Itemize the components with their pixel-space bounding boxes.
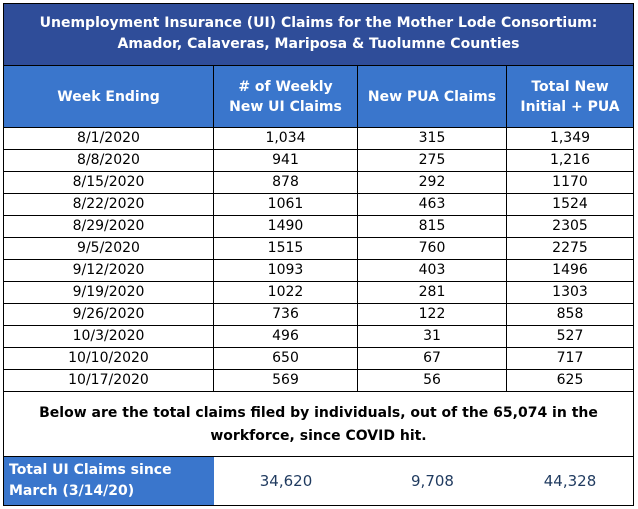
total-new-initial-pua-cell: 2305 (552, 218, 588, 234)
table-row: 9/19/2020 1022 281 1303 (4, 282, 633, 304)
weekly-new-ui-claims-cell: 496 (214, 326, 358, 347)
weekly-new-ui-claims-cell: 878 (214, 172, 358, 193)
new-pua-claims-cell: 67 (358, 348, 507, 369)
weekly-new-ui-claims-cell: 650 (214, 348, 358, 369)
new-pua-claims-cell: 815 (358, 216, 507, 237)
new-pua-claims-cell: 315 (358, 128, 507, 149)
header-total-new-initial-pua: Total New Initial + PUA (507, 66, 633, 127)
week-ending-cell: 10/17/2020 (4, 370, 214, 391)
new-pua-claims-cell: 760 (358, 238, 507, 259)
weekly-new-ui-claims-cell: 1,034 (214, 128, 358, 149)
weekly-new-ui-claims-cell: 1061 (214, 194, 358, 215)
total-new-initial-pua-cell: 527 (556, 328, 584, 344)
table-row: 10/3/2020 496 31 527 (4, 326, 633, 348)
total-new-initial-pua-cell: 1496 (552, 262, 588, 278)
weekly-new-ui-claims-cell: 736 (214, 304, 358, 325)
week-ending-cell: 10/3/2020 (4, 326, 214, 347)
total-new-initial-pua-cell: 858 (556, 306, 584, 322)
totals-label: Total UI Claims since March (3/14/20) (4, 457, 214, 505)
total-ui-claims: 34,620 (259, 472, 313, 490)
new-pua-claims-cell: 281 (358, 282, 507, 303)
table-title: Unemployment Insurance (UI) Claims for t… (4, 4, 633, 66)
new-pua-claims-cell: 122 (358, 304, 507, 325)
week-ending-cell: 8/22/2020 (4, 194, 214, 215)
table-row: 10/17/2020 569 56 625 (4, 370, 633, 392)
weekly-new-ui-claims-cell: 1093 (214, 260, 358, 281)
total-new-initial-pua-cell: 1170 (552, 174, 588, 190)
week-ending-cell: 8/15/2020 (4, 172, 214, 193)
total-new-initial-pua-cell: 717 (556, 350, 584, 366)
week-ending-cell: 9/12/2020 (4, 260, 214, 281)
workforce-note: Below are the total claims filed by indi… (4, 392, 633, 457)
week-ending-cell: 8/8/2020 (4, 150, 214, 171)
total-new-initial-pua-cell: 1,216 (549, 152, 591, 168)
total-new-initial-pua-cell: 1,349 (549, 130, 591, 146)
table-row: 9/26/2020 736 122 858 (4, 304, 633, 326)
totals-row: Total UI Claims since March (3/14/20) 34… (4, 457, 633, 505)
table-header: Week Ending # of Weekly New UI Claims Ne… (4, 66, 633, 128)
table-row: 9/12/2020 1093 403 1496 (4, 260, 633, 282)
week-ending-cell: 9/19/2020 (4, 282, 214, 303)
new-pua-claims-cell: 56 (358, 370, 507, 391)
table-row: 8/1/2020 1,034 315 1,349 (4, 128, 633, 150)
header-weekly-new-ui-claims: # of Weekly New UI Claims (214, 66, 358, 127)
total-new-initial-pua-cell: 2275 (552, 240, 588, 256)
header-new-pua-claims: New PUA Claims (358, 66, 507, 127)
table-row: 8/29/2020 1490 815 2305 (4, 216, 633, 238)
week-ending-cell: 9/5/2020 (4, 238, 214, 259)
week-ending-cell: 8/29/2020 (4, 216, 214, 237)
title-line-2: Amador, Calaveras, Mariposa & Tuolumne C… (117, 36, 520, 52)
new-pua-claims-cell: 403 (358, 260, 507, 281)
week-ending-cell: 10/10/2020 (4, 348, 214, 369)
total-new-initial-pua-cell: 1303 (552, 284, 588, 300)
total-new-initial-pua-cell: 625 (556, 372, 584, 388)
weekly-new-ui-claims-cell: 1022 (214, 282, 358, 303)
weekly-new-ui-claims-cell: 1515 (214, 238, 358, 259)
new-pua-claims-cell: 463 (358, 194, 507, 215)
header-weekly-new-ui-claims-label: # of Weekly New UI Claims (229, 78, 342, 115)
week-ending-cell: 8/1/2020 (4, 128, 214, 149)
title-line-1: Unemployment Insurance (UI) Claims for t… (39, 15, 598, 31)
header-total-new-initial-pua-label: Total New Initial + PUA (520, 78, 620, 115)
header-week-ending: Week Ending (4, 66, 214, 127)
table-row: 10/10/2020 650 67 717 (4, 348, 633, 370)
total-new-initial-pua-cell: 1524 (552, 196, 588, 212)
table-row: 8/8/2020 941 275 1,216 (4, 150, 633, 172)
weekly-new-ui-claims-cell: 941 (214, 150, 358, 171)
new-pua-claims-cell: 31 (358, 326, 507, 347)
new-pua-claims-cell: 275 (358, 150, 507, 171)
weekly-new-ui-claims-cell: 569 (214, 370, 358, 391)
table-row: 8/22/2020 1061 463 1524 (4, 194, 633, 216)
total-pua-claims: 9,708 (411, 472, 454, 490)
claims-table: Unemployment Insurance (UI) Claims for t… (3, 3, 634, 506)
weekly-new-ui-claims-cell: 1490 (214, 216, 358, 237)
week-ending-cell: 9/26/2020 (4, 304, 214, 325)
table-row: 9/5/2020 1515 760 2275 (4, 238, 633, 260)
table-row: 8/15/2020 878 292 1170 (4, 172, 633, 194)
total-combined-claims: 44,328 (543, 472, 597, 490)
new-pua-claims-cell: 292 (358, 172, 507, 193)
